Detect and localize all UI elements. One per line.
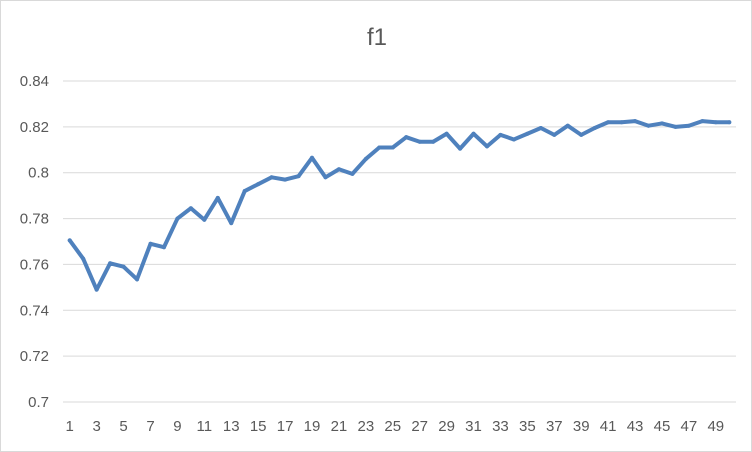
y-tick-label: 0.72 bbox=[20, 348, 49, 365]
data-point bbox=[538, 126, 543, 131]
data-point bbox=[108, 261, 113, 266]
y-tick-label: 0.7 bbox=[28, 394, 49, 411]
data-point bbox=[525, 131, 530, 136]
data-point bbox=[484, 144, 489, 149]
data-point bbox=[94, 287, 99, 292]
x-tick-label: 43 bbox=[627, 418, 644, 435]
chart-title: f1 bbox=[367, 24, 387, 51]
data-point bbox=[511, 137, 516, 142]
data-point bbox=[188, 206, 193, 211]
x-tick-label: 5 bbox=[119, 418, 127, 435]
x-tick-label: 9 bbox=[173, 418, 181, 435]
data-point bbox=[390, 145, 395, 150]
data-point bbox=[229, 221, 234, 226]
data-point bbox=[67, 238, 72, 243]
x-axis-tick-labels: 1 3 5 7 9 11 13 15 17 19 21 23 25 27 29 31 33 35 37 39 41 43 4… bbox=[66, 418, 725, 435]
data-point bbox=[269, 175, 274, 180]
data-point bbox=[242, 189, 247, 194]
data-point bbox=[552, 132, 557, 137]
data-point bbox=[444, 131, 449, 136]
x-tick-label: 23 bbox=[358, 418, 375, 435]
series-layer bbox=[67, 119, 732, 292]
data-point bbox=[673, 124, 678, 129]
data-point bbox=[619, 120, 624, 125]
data-point bbox=[202, 217, 207, 222]
data-point bbox=[121, 264, 126, 269]
data-point bbox=[579, 132, 584, 137]
data-point bbox=[471, 131, 476, 136]
x-tick-label: 47 bbox=[681, 418, 698, 435]
data-point bbox=[336, 167, 341, 172]
y-tick-label: 0.84 bbox=[20, 73, 49, 90]
x-tick-label: 7 bbox=[146, 418, 154, 435]
y-tick-label: 0.74 bbox=[20, 302, 49, 319]
y-tick-label: 0.76 bbox=[20, 256, 49, 273]
data-point bbox=[458, 146, 463, 151]
data-point bbox=[283, 177, 288, 182]
series-line bbox=[67, 119, 732, 292]
data-point bbox=[215, 195, 220, 200]
x-tick-label: 29 bbox=[438, 418, 455, 435]
x-tick-label: 1 bbox=[66, 418, 74, 435]
x-tick-label: 17 bbox=[277, 418, 294, 435]
data-point bbox=[417, 139, 422, 144]
data-point bbox=[606, 120, 611, 125]
data-point bbox=[377, 145, 382, 150]
x-tick-label: 3 bbox=[92, 418, 100, 435]
data-point bbox=[148, 241, 153, 246]
data-point bbox=[659, 121, 664, 126]
data-point bbox=[310, 155, 315, 160]
data-point bbox=[727, 120, 732, 125]
data-point bbox=[646, 123, 651, 128]
data-point bbox=[296, 174, 301, 179]
x-tick-label: 31 bbox=[465, 418, 482, 435]
data-point bbox=[323, 175, 328, 180]
data-point bbox=[350, 171, 355, 176]
y-tick-label: 0.78 bbox=[20, 211, 49, 228]
data-point bbox=[363, 156, 368, 161]
data-point bbox=[175, 216, 180, 221]
data-point bbox=[404, 135, 409, 140]
data-point bbox=[161, 245, 166, 250]
x-tick-label: 19 bbox=[304, 418, 321, 435]
data-point bbox=[565, 123, 570, 128]
x-tick-label: 33 bbox=[492, 418, 509, 435]
y-tick-label: 0.82 bbox=[20, 119, 49, 136]
data-point bbox=[700, 119, 705, 124]
x-tick-label: 37 bbox=[546, 418, 563, 435]
x-tick-label: 11 bbox=[197, 418, 213, 435]
x-tick-label: 25 bbox=[384, 418, 401, 435]
x-tick-label: 45 bbox=[654, 418, 671, 435]
data-point bbox=[713, 120, 718, 125]
data-point bbox=[81, 256, 86, 261]
x-tick-label: 41 bbox=[600, 418, 617, 435]
x-tick-label: 49 bbox=[707, 418, 724, 435]
data-point bbox=[256, 182, 261, 187]
y-tick-label: 0.8 bbox=[28, 165, 49, 182]
y-axis-tick-labels: 0.7 0.72 0.74 0.76 0.78 0.8 0.82 0.84 bbox=[20, 73, 49, 411]
data-point bbox=[633, 119, 638, 124]
gridlines bbox=[63, 80, 736, 403]
data-point bbox=[592, 126, 597, 131]
x-tick-label: 35 bbox=[519, 418, 536, 435]
x-tick-label: 39 bbox=[573, 418, 590, 435]
x-tick-label: 21 bbox=[331, 418, 348, 435]
x-tick-label: 27 bbox=[411, 418, 428, 435]
x-tick-label: 15 bbox=[250, 418, 267, 435]
x-tick-label: 13 bbox=[223, 418, 240, 435]
data-point bbox=[498, 132, 503, 137]
data-point bbox=[686, 123, 691, 128]
data-point bbox=[431, 139, 436, 144]
data-point bbox=[135, 277, 140, 282]
